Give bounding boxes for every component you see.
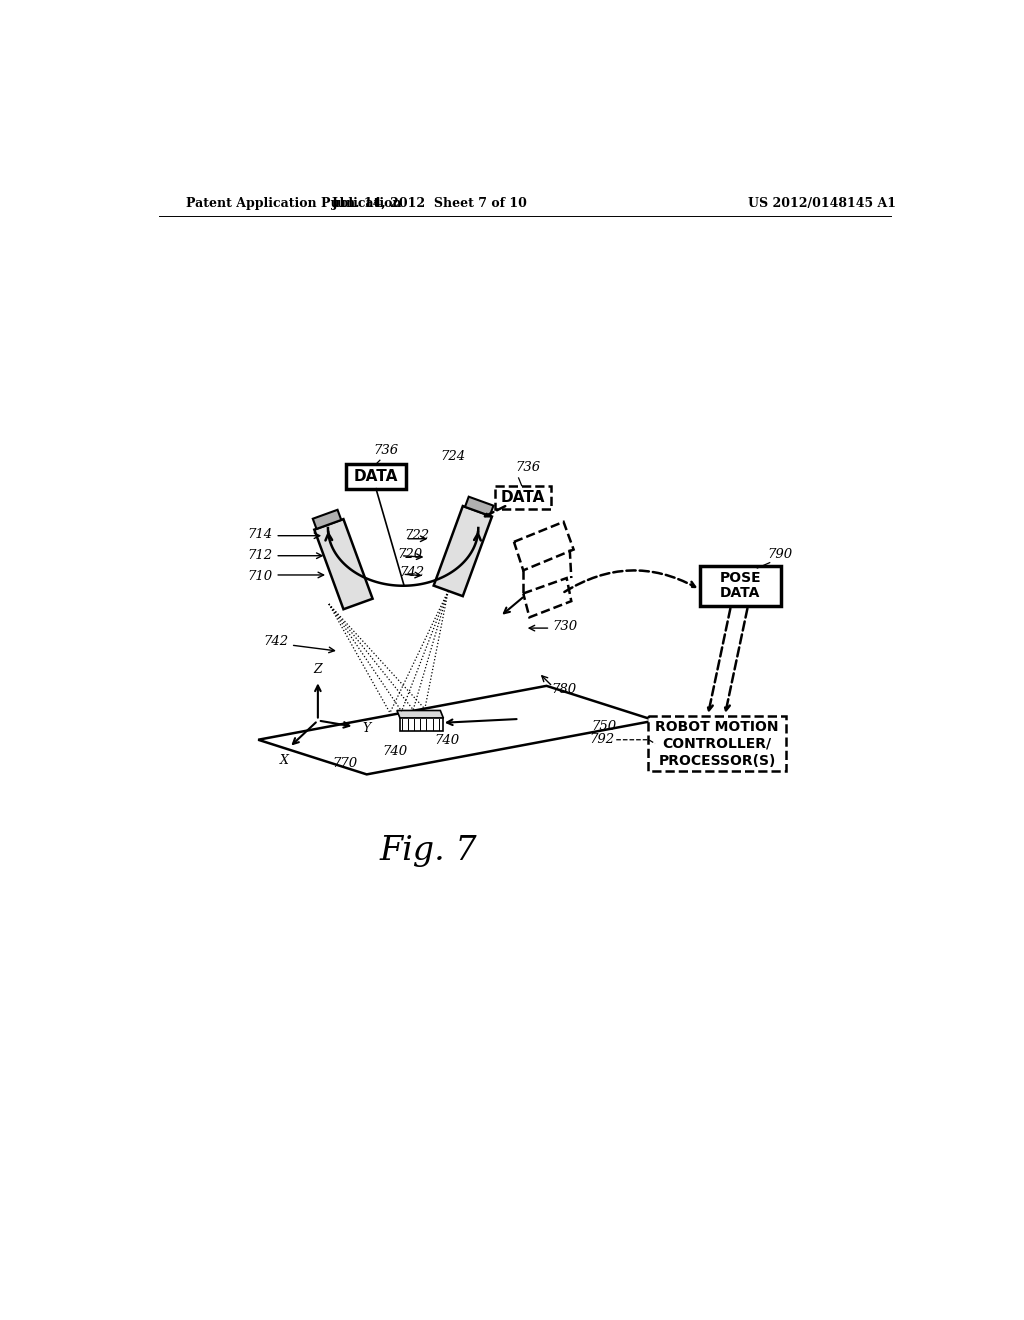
Text: Patent Application Publication: Patent Application Publication (186, 197, 401, 210)
Polygon shape (400, 718, 443, 730)
Text: Z: Z (313, 663, 323, 676)
Text: 780: 780 (551, 684, 577, 696)
Text: ROBOT MOTION: ROBOT MOTION (655, 719, 778, 734)
Text: Fig. 7: Fig. 7 (380, 836, 477, 867)
FancyBboxPatch shape (346, 465, 407, 488)
Text: 770: 770 (333, 758, 357, 771)
Text: 720: 720 (397, 548, 423, 561)
Text: DATA: DATA (354, 469, 398, 484)
Text: 742: 742 (263, 635, 289, 648)
Polygon shape (465, 496, 494, 516)
Text: 722: 722 (403, 529, 429, 543)
FancyBboxPatch shape (699, 566, 781, 606)
Text: X: X (281, 755, 289, 767)
Text: 792: 792 (590, 733, 614, 746)
Text: 710: 710 (247, 570, 272, 583)
Text: Jun. 14, 2012  Sheet 7 of 10: Jun. 14, 2012 Sheet 7 of 10 (333, 197, 528, 210)
FancyBboxPatch shape (648, 715, 786, 771)
Text: DATA: DATA (720, 586, 761, 601)
Text: 736: 736 (515, 461, 541, 474)
Text: POSE: POSE (720, 572, 761, 585)
Polygon shape (397, 710, 443, 718)
Text: DATA: DATA (501, 490, 546, 504)
Text: 736: 736 (373, 444, 398, 457)
Text: 740: 740 (383, 744, 408, 758)
Text: CONTROLLER/: CONTROLLER/ (663, 737, 771, 751)
Text: 750: 750 (592, 721, 616, 733)
Text: 730: 730 (553, 620, 578, 634)
Text: 742: 742 (399, 566, 424, 579)
Text: PROCESSOR(S): PROCESSOR(S) (658, 754, 776, 767)
Polygon shape (312, 510, 341, 529)
Polygon shape (433, 506, 492, 597)
Text: US 2012/0148145 A1: US 2012/0148145 A1 (748, 197, 896, 210)
Text: Y: Y (362, 722, 371, 735)
Text: 740: 740 (434, 734, 459, 747)
Polygon shape (314, 519, 373, 610)
Text: 724: 724 (440, 450, 466, 463)
Text: 790: 790 (767, 548, 793, 561)
Text: 712: 712 (247, 549, 272, 562)
Text: 714: 714 (247, 528, 272, 541)
FancyBboxPatch shape (496, 486, 551, 508)
